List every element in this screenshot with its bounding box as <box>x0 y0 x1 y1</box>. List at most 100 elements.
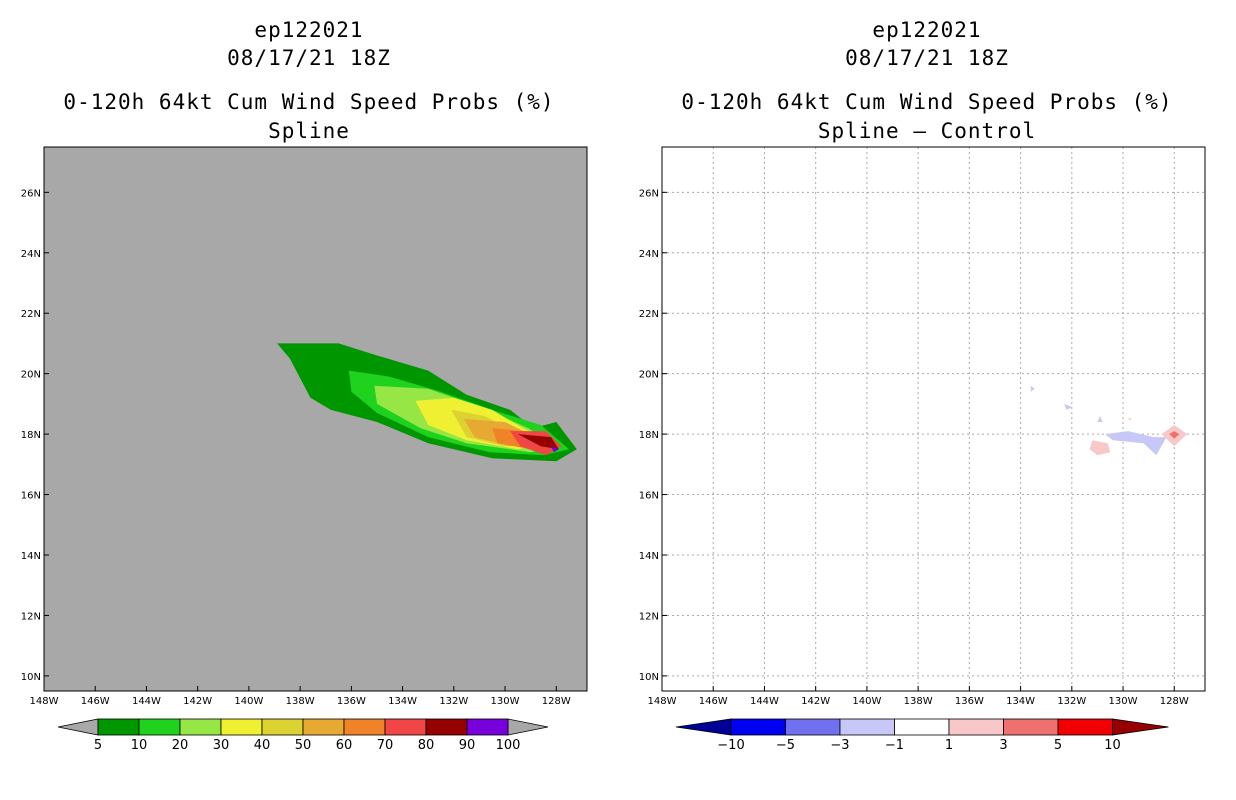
lon-tick-label: 134W <box>388 696 417 707</box>
lat-axis: 10N 12N 14N 16N 18N 20N 22N 24N 26N <box>639 188 667 683</box>
colorbar: 5 10 20 30 40 50 60 70 80 90 100 <box>57 718 549 753</box>
prob-map: 148W 146W 144W 142W 140W 138W 136W 134W 132W 130W… <box>21 146 588 753</box>
colorbar-label: 60 <box>336 738 353 753</box>
lon-tick-label: 142W <box>183 696 212 707</box>
datetime-title: 08/17/21 18Z <box>227 46 391 70</box>
lon-tick-label: 132W <box>1057 696 1086 707</box>
colorbar-label: 90 <box>459 738 476 753</box>
lat-tick-label: 12N <box>21 611 41 622</box>
colorbar-right-end <box>1112 718 1169 736</box>
colorbar-swatch <box>785 718 841 736</box>
lon-axis: 148W 146W 144W 142W 140W 138W 136W 134W 132W 130W… <box>648 686 1189 707</box>
prob-contour-90 <box>551 446 559 453</box>
datetime-title: 08/17/21 18Z <box>845 46 1009 70</box>
lon-tick-label: 132W <box>439 696 468 707</box>
lat-tick-label: 10N <box>21 672 41 683</box>
lon-tick-label: 144W <box>750 696 779 707</box>
lat-tick-label: 20N <box>639 370 659 381</box>
lat-tick-label: 26N <box>639 188 659 199</box>
colorbar: −10 −5 −3 −1 1 3 5 10 <box>675 718 1169 753</box>
colorbar-swatch <box>839 718 895 736</box>
lat-tick-label: 22N <box>639 309 659 320</box>
map-background <box>662 147 1205 691</box>
colorbar-swatch <box>730 718 786 736</box>
colorbar-label: 10 <box>131 738 148 753</box>
colorbar-swatch <box>97 718 140 736</box>
map-frame <box>661 146 1206 692</box>
diff-contour-1 <box>1089 440 1111 456</box>
lat-tick-label: 24N <box>639 249 659 260</box>
colorbar-swatch <box>948 718 1004 736</box>
colorbar-swatch <box>894 718 950 736</box>
lat-tick-label: 18N <box>21 430 41 441</box>
colorbar-swatch <box>343 718 386 736</box>
lat-tick-label: 12N <box>639 611 659 622</box>
colorbar-swatch <box>220 718 263 736</box>
lat-tick-label: 14N <box>639 551 659 562</box>
colorbar-label: 50 <box>295 738 312 753</box>
lon-tick-label: 136W <box>955 696 984 707</box>
lon-tick-label: 146W <box>81 696 110 707</box>
diff-map: 148W 146W 144W 142W 140W 138W 136W 134W 132W 130W… <box>639 146 1206 753</box>
colorbar-label: 3 <box>999 738 1007 753</box>
colorbar-swatch <box>1057 718 1113 736</box>
storm-id-title: ep122021 <box>872 18 982 42</box>
lat-tick-label: 10N <box>639 672 659 683</box>
colorbar-swatch <box>466 718 509 736</box>
colorbar-label: −3 <box>830 738 849 753</box>
diff-contour-minus1 <box>1030 385 1035 392</box>
lat-tick-label: 22N <box>21 309 41 320</box>
colorbar-label: 80 <box>418 738 435 753</box>
subtitle: Spline – Control <box>817 119 1037 143</box>
lon-tick-label: 148W <box>648 696 677 707</box>
storm-id-title: ep122021 <box>254 18 364 42</box>
colorbar-swatch <box>302 718 345 736</box>
colorbar-label: 40 <box>254 738 271 753</box>
colorbar-label: −1 <box>885 738 904 753</box>
colorbar-label: 20 <box>172 738 189 753</box>
lat-axis: 10N 12N 14N 16N 18N 20N 22N 24N 26N <box>21 188 49 683</box>
lat-tick-label: 18N <box>639 430 659 441</box>
colorbar-label: 30 <box>213 738 230 753</box>
lat-tick-label: 26N <box>21 188 41 199</box>
colorbar-swatch <box>425 718 468 736</box>
lon-tick-label: 128W <box>1160 696 1189 707</box>
lon-tick-label: 136W <box>337 696 366 707</box>
lat-tick-label: 16N <box>639 491 659 502</box>
right-panel: ep122021 08/17/21 18Z 0-120h 64kt Cum Wi… <box>618 0 1236 800</box>
lon-tick-label: 140W <box>852 696 881 707</box>
colorbar-left-end <box>57 718 99 736</box>
prob-contour-80 <box>517 434 559 450</box>
prob-contours <box>277 343 577 462</box>
lat-tick-label: 24N <box>21 249 41 260</box>
diff-contour-minus1 <box>1097 416 1103 422</box>
colorbar-label: 5 <box>1054 738 1062 753</box>
lon-tick-label: 138W <box>904 696 933 707</box>
lon-tick-label: 128W <box>542 696 571 707</box>
lon-tick-label: 142W <box>801 696 830 707</box>
lon-tick-label: 146W <box>699 696 728 707</box>
lon-tick-label: 148W <box>30 696 59 707</box>
diff-contour-minus1 <box>1064 403 1072 410</box>
lon-tick-label: 138W <box>286 696 315 707</box>
lat-tick-label: 20N <box>21 370 41 381</box>
lon-axis: 148W 146W 144W 142W 140W 138W 136W 134W 132W 130W… <box>30 686 571 707</box>
colorbar-label: 1 <box>945 738 953 753</box>
diff-contours <box>1030 385 1188 456</box>
lon-tick-label: 130W <box>491 696 520 707</box>
product-title: 0-120h 64kt Cum Wind Speed Probs (%) <box>63 90 555 114</box>
diff-contour-1 <box>1128 417 1132 421</box>
lon-tick-label: 130W <box>1109 696 1138 707</box>
colorbar-label: 70 <box>377 738 394 753</box>
colorbar-left-end <box>675 718 732 736</box>
left-panel: ep122021 08/17/21 18Z 0-120h 64kt Cum Wi… <box>21 18 588 753</box>
colorbar-swatch <box>179 718 222 736</box>
lat-tick-label: 16N <box>21 491 41 502</box>
product-title: 0-120h 64kt Cum Wind Speed Probs (%) <box>681 90 1173 114</box>
colorbar-swatch <box>1003 718 1059 736</box>
lon-tick-label: 140W <box>234 696 263 707</box>
colorbar-swatch <box>384 718 427 736</box>
grid-lines <box>662 147 1205 691</box>
colorbar-swatch <box>261 718 304 736</box>
colorbar-right-end <box>507 718 549 736</box>
